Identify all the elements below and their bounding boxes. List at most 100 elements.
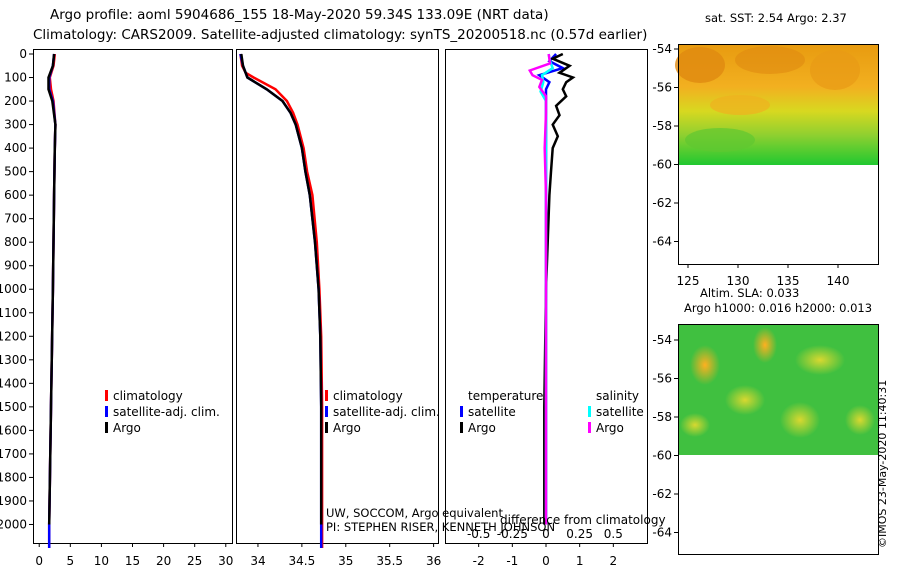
legend-label: Argo — [113, 421, 141, 435]
sst-warm-patch — [735, 46, 805, 74]
sst-lat-label: -60 — [652, 158, 672, 172]
sla-mid-patch — [680, 413, 710, 437]
sla-lat-label: -60 — [652, 449, 672, 463]
credit-line-1: UW, SOCCOM, Argo equivalent — [326, 506, 503, 520]
series-line-temperature-satellite — [536, 53, 567, 525]
series-line-argo — [240, 53, 323, 525]
series-line-satellite-adj-clim- — [239, 53, 323, 548]
series-line-climatology — [239, 53, 324, 548]
legend-swatch — [105, 422, 108, 433]
salinity-diff-tick-label: 0 — [542, 527, 550, 541]
sla-lat-label: -62 — [652, 487, 672, 501]
sla-map-title: Altim. SLA: 0.033 — [700, 286, 800, 300]
sst-lon-label: 125 — [677, 274, 700, 288]
legend-label: Argo — [468, 421, 496, 435]
x-tick-label: 36 — [426, 554, 441, 568]
sla-lat-label: -64 — [652, 526, 672, 540]
argo-height-title: Argo h1000: 0.016 h2000: 0.013 — [684, 301, 873, 315]
legend-label: satellite-adj. clim. — [333, 405, 440, 419]
sla-mid-patch — [795, 345, 845, 375]
depth-tick-label: 200 — [4, 94, 27, 108]
legend-label: climatology — [333, 389, 403, 403]
x-tick-label: 2 — [610, 554, 618, 568]
legend-label: Argo — [333, 421, 361, 435]
depth-tick-label: 500 — [4, 165, 27, 179]
sst-lat-label: -58 — [652, 119, 672, 133]
salinity-panel — [236, 49, 439, 544]
depth-tick-label: 700 — [4, 212, 27, 226]
depth-tick-label: 1100 — [0, 306, 27, 320]
depth-tick-label: 100 — [4, 71, 27, 85]
sst-lat-label: -54 — [652, 42, 672, 56]
sla-lat-label: -56 — [652, 372, 672, 386]
salinity-diff-tick-label: 0.25 — [566, 527, 593, 541]
legend-group-salinity: salinity — [596, 389, 639, 403]
x-tick-label: 25 — [187, 554, 202, 568]
depth-tick-label: 900 — [4, 259, 27, 273]
sla-high-patch — [690, 345, 720, 385]
legend-swatch — [460, 406, 463, 417]
sst-land-mask — [678, 165, 878, 265]
sla-mid-patch — [725, 385, 765, 415]
x-tick-label: -2 — [473, 554, 485, 568]
sla-high-patch — [753, 327, 777, 363]
legend-label: climatology — [113, 389, 183, 403]
sla-lat-label: -58 — [652, 410, 672, 424]
sst-lon-label: 140 — [827, 274, 850, 288]
legend-swatch — [105, 406, 108, 417]
x-tick-label: 20 — [156, 554, 171, 568]
salinity-diff-tick-label: -0.5 — [467, 527, 490, 541]
depth-tick-label: 0 — [19, 47, 27, 61]
sst-cool-patch — [685, 128, 755, 152]
temperature-panel — [33, 49, 233, 544]
depth-tick-label: 1500 — [0, 400, 27, 414]
series-line-salinity-argo — [527, 53, 552, 525]
depth-tick-label: 1600 — [0, 423, 27, 437]
sst-warm-patch — [710, 95, 770, 115]
x-tick-label: 35 — [338, 554, 353, 568]
sla-land-mask — [678, 455, 878, 555]
x-tick-label: 15 — [125, 554, 140, 568]
legend-label: satellite-adj. clim. — [113, 405, 220, 419]
legend-group-temperature: temperature — [468, 389, 543, 403]
depth-tick-label: 1800 — [0, 470, 27, 484]
depth-tick-label: 1000 — [0, 282, 27, 296]
x-tick-label: 0 — [35, 554, 43, 568]
depth-tick-label: 300 — [4, 118, 27, 132]
depth-tick-label: 800 — [4, 235, 27, 249]
sst-warm-patch — [810, 50, 860, 90]
depth-tick-label: 2000 — [0, 517, 27, 531]
page-title: Argo profile: aoml 5904686_155 18-May-20… — [50, 7, 549, 23]
x-tick-label: 35.5 — [376, 554, 403, 568]
sla-lat-label: -54 — [652, 333, 672, 347]
sst-lat-label: -64 — [652, 235, 672, 249]
legend-swatch — [588, 406, 591, 417]
legend-swatch — [105, 390, 108, 401]
x-tick-label: 10 — [94, 554, 109, 568]
sla-field — [678, 325, 878, 455]
diff-axis-label: difference from climatology — [500, 513, 666, 527]
depth-tick-label: 1700 — [0, 447, 27, 461]
depth-tick-label: 1400 — [0, 376, 27, 390]
page-subtitle: Climatology: CARS2009. Satellite-adjuste… — [33, 27, 648, 43]
sst-lat-label: -56 — [652, 81, 672, 95]
x-tick-label: 30 — [218, 554, 233, 568]
legend-label: satellite — [596, 405, 644, 419]
depth-tick-label: 1300 — [0, 353, 27, 367]
sst-map-title: sat. SST: 2.54 Argo: 2.37 — [705, 11, 847, 25]
depth-tick-label: 400 — [4, 141, 27, 155]
sla-mid-patch — [845, 405, 875, 435]
legend-label: satellite — [468, 405, 516, 419]
legend-swatch — [460, 422, 463, 433]
legend-swatch — [588, 422, 591, 433]
sst-lon-label: 135 — [777, 274, 800, 288]
sla-mid-patch — [780, 402, 820, 438]
x-tick-label: 5 — [66, 554, 74, 568]
salinity-diff-tick-label: 0.5 — [604, 527, 623, 541]
depth-tick-label: 1200 — [0, 329, 27, 343]
legend-swatch — [325, 406, 328, 417]
sst-map — [675, 44, 879, 265]
sla-map-frame — [678, 324, 879, 555]
sst-warm-patch — [675, 47, 725, 83]
